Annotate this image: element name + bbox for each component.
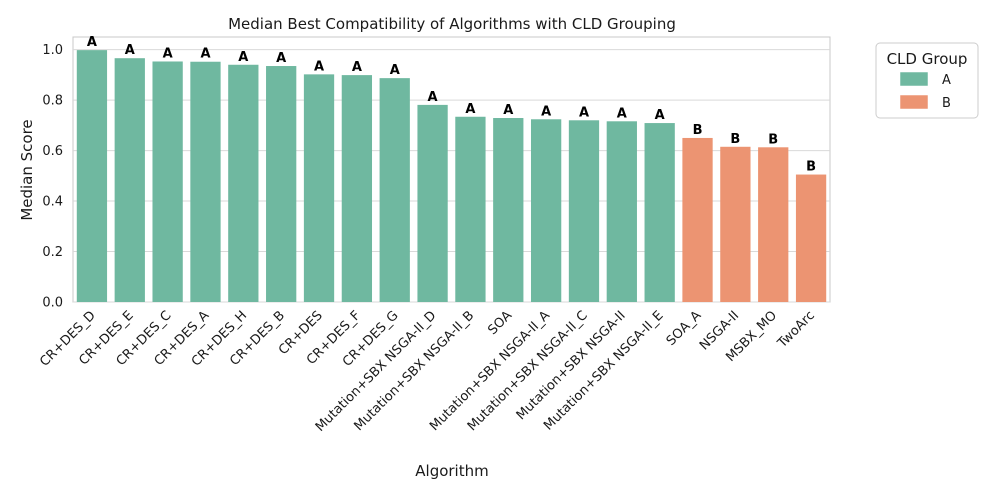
cld-letter-label: A	[390, 63, 400, 78]
cld-labels: A A A A A A A A A A A A A A A A B B B B	[87, 35, 816, 174]
bar	[682, 137, 713, 302]
chart-title: Median Best Compatibility of Algorithms …	[228, 15, 676, 33]
cld-letter-label: A	[352, 60, 362, 75]
cld-letter-label: A	[428, 90, 438, 105]
bar	[644, 123, 675, 302]
legend-swatch-b	[899, 94, 929, 110]
bar	[76, 50, 108, 302]
y-tick-label: 0.6	[42, 144, 63, 159]
cld-letter-label: B	[693, 123, 703, 138]
x-tick-label: SOA	[485, 308, 515, 338]
cld-letter-label: B	[806, 160, 816, 175]
y-tick-label: 0.8	[42, 94, 63, 109]
bar	[190, 61, 221, 302]
cld-letter-label: A	[579, 105, 589, 120]
cld-letter-label: B	[730, 132, 740, 147]
bar	[341, 75, 373, 302]
x-tick-labels: CR+DES_DCR+DES_ECR+DES_CCR+DES_ACR+DES_H…	[37, 308, 818, 435]
legend: CLD Group A B	[875, 42, 979, 119]
cld-letter-label: A	[87, 35, 97, 50]
bar	[568, 120, 600, 303]
cld-letter-label: A	[200, 47, 210, 62]
bar	[152, 61, 183, 302]
cld-letter-label: A	[125, 43, 135, 58]
y-tick-label: 0.2	[42, 245, 63, 260]
cld-letter-label: A	[276, 51, 286, 66]
cld-letter-label: A	[465, 102, 475, 117]
cld-letter-label: B	[768, 132, 778, 147]
plot-area-frame	[72, 36, 831, 303]
bar	[417, 104, 448, 302]
x-axis-label: Algorithm	[415, 462, 488, 480]
y-tick-label: 0.4	[42, 195, 63, 210]
legend-label-a: A	[942, 73, 951, 88]
bar	[455, 116, 486, 302]
bar	[758, 147, 789, 302]
bar	[266, 66, 297, 303]
y-tick-labels: 0.0 0.2 0.4 0.6 0.8 1.0	[42, 43, 63, 310]
cld-letter-label: A	[314, 59, 324, 74]
bar	[303, 74, 335, 302]
grid-lines	[73, 49, 830, 303]
cld-letter-label: A	[655, 108, 665, 123]
legend-title: CLD Group	[887, 50, 968, 68]
cld-letter-label: A	[617, 106, 627, 121]
bar	[795, 174, 827, 302]
bar	[720, 146, 751, 302]
cld-letter-label: A	[541, 104, 551, 119]
y-axis-label: Median Score	[18, 119, 36, 220]
y-tick-label: 1.0	[42, 43, 63, 58]
bar	[493, 118, 524, 302]
legend-label-b: B	[942, 96, 951, 111]
x-tick-label: TwoArc	[774, 308, 817, 351]
bar	[379, 78, 410, 302]
legend-swatch-a	[899, 71, 929, 87]
bar	[228, 64, 259, 302]
bar	[606, 121, 637, 303]
cld-letter-label: A	[163, 46, 173, 61]
y-tick-label: 0.0	[42, 296, 63, 311]
bar	[114, 58, 145, 303]
bars	[76, 50, 827, 303]
cld-letter-label: A	[503, 103, 513, 118]
cld-letter-label: A	[238, 50, 248, 65]
bar	[530, 119, 562, 303]
